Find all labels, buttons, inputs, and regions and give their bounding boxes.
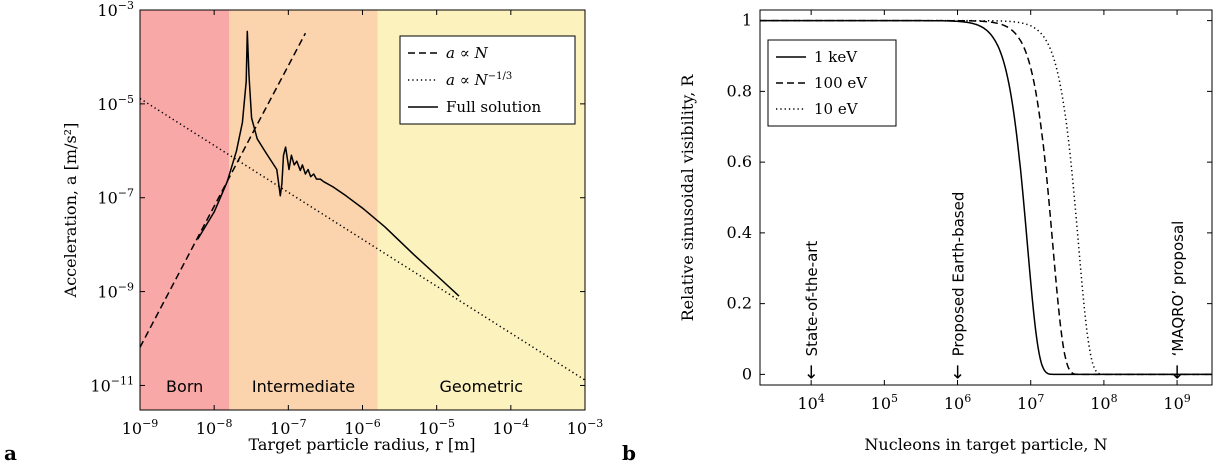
x-tick-label: 10−5 bbox=[418, 417, 455, 438]
annotation-arrow: ↓ bbox=[950, 362, 965, 383]
x-tick-label: 10−4 bbox=[493, 417, 530, 438]
y-tick-label: 1 bbox=[742, 11, 752, 30]
legend-entry: 1 keV bbox=[814, 48, 858, 66]
y-tick-label: 0.2 bbox=[727, 294, 752, 313]
x-tick-label: 105 bbox=[871, 392, 898, 413]
x-tick-label: 10−7 bbox=[270, 417, 307, 438]
x-tick-label: 10−9 bbox=[122, 417, 159, 438]
panel-b-y-axis-label: Relative sinusoidal visibility, R bbox=[678, 74, 697, 322]
series-line-dotted bbox=[140, 97, 585, 381]
series-line-solid bbox=[760, 19, 1212, 376]
x-tick-label: 104 bbox=[797, 392, 824, 413]
x-tick-label: 106 bbox=[944, 392, 971, 413]
x-tick-label: 10−8 bbox=[196, 417, 233, 438]
y-tick-label: 10−3 bbox=[97, 0, 134, 20]
x-tick-label: 10−6 bbox=[344, 417, 381, 438]
region-band-intermediate bbox=[229, 10, 378, 410]
y-tick-label: 0.6 bbox=[727, 152, 752, 171]
annotation-arrow: ↓ bbox=[804, 362, 819, 383]
legend-box bbox=[399, 35, 576, 125]
annotation-label: ‘MAQRO’ proposal bbox=[1169, 221, 1187, 357]
region-label: Intermediate bbox=[252, 377, 355, 396]
annotation-arrow: ↓ bbox=[1170, 362, 1185, 383]
legend-entry: 100 eV bbox=[814, 74, 868, 92]
region-label: Geometric bbox=[440, 377, 524, 396]
series-line-solid bbox=[197, 30, 460, 297]
panel-a-label: a bbox=[4, 441, 17, 463]
panel-b-frame bbox=[759, 9, 1213, 386]
legend-entry: Full solution bbox=[446, 98, 541, 116]
panel-a-chart: 10−9 10−8 10−7 10−6 10−5 10−4 10−3 10−11 10−9 10−… bbox=[4, 0, 603, 463]
legend-entry: a ∝ N bbox=[446, 44, 489, 62]
panel-b-chart: 104 105 106 107 108 109 0 0.2 0.4 0.6 0.8 1 ↓ State-… bbox=[622, 9, 1213, 463]
y-tick-label: 10−9 bbox=[97, 281, 134, 302]
series-line-dashed bbox=[140, 32, 307, 348]
panel-b-x-axis-label: Nucleons in target particle, N bbox=[864, 435, 1107, 454]
region-label: Born bbox=[166, 377, 203, 396]
x-tick-label: 107 bbox=[1017, 392, 1044, 413]
legend-entry: a ∝ N−1/3 bbox=[446, 71, 512, 89]
x-tick-label: 10−3 bbox=[567, 417, 604, 438]
y-tick-label: 0 bbox=[742, 364, 752, 383]
legend-entry: 10 eV bbox=[814, 100, 859, 118]
annotation-label: Proposed Earth-based bbox=[950, 192, 968, 357]
annotation-label: State-of-the-art bbox=[803, 241, 821, 357]
x-tick-label: 108 bbox=[1090, 392, 1117, 413]
region-band-born bbox=[140, 10, 230, 410]
x-tick-label: 109 bbox=[1163, 392, 1190, 413]
panel-a-x-axis-label: Target particle radius, r [m] bbox=[248, 435, 475, 454]
panel-a-y-axis-label: Acceleration, a [m/s²] bbox=[61, 123, 80, 299]
y-tick-label: 10−7 bbox=[97, 187, 134, 208]
panel-a-legend: a ∝ N a ∝ N−1/3 Full solution bbox=[399, 35, 576, 125]
y-tick-label: 0.4 bbox=[727, 223, 752, 242]
y-tick-label: 10−11 bbox=[90, 374, 134, 395]
panel-b-label: b bbox=[622, 441, 636, 463]
y-tick-label: 10−5 bbox=[97, 93, 134, 114]
series-line-dashed bbox=[760, 19, 1212, 376]
panel-b-legend: 1 keV 100 eV 10 eV bbox=[767, 39, 897, 127]
y-tick-label: 0.8 bbox=[727, 81, 752, 100]
